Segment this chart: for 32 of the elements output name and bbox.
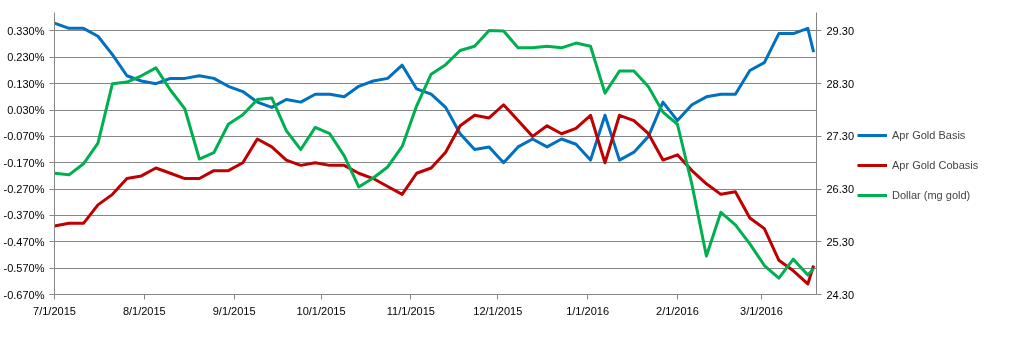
legend-label: Dollar (mg gold) (892, 189, 971, 201)
y-tick-label: -0.370% (3, 209, 45, 222)
x-tick-label: 1/1/2016 (566, 304, 610, 317)
y-tick-label: 0.330% (7, 24, 45, 37)
y2-tick-label: 27.30 (826, 130, 855, 143)
x-tick-label: 3/1/2016 (740, 304, 783, 317)
y2-tick-label: 24.30 (826, 288, 855, 301)
y2-tick-label: 25.30 (826, 235, 855, 248)
line-series (54, 103, 816, 286)
line-series (54, 28, 816, 280)
x-tick-label: 11/1/2015 (386, 304, 435, 317)
y-tick-label: 0.230% (7, 51, 45, 64)
line-series (54, 21, 816, 165)
y-tick-label: -0.270% (3, 183, 45, 196)
y2-tick-label: 26.30 (826, 183, 855, 196)
legend-label: Apr Gold Cobasis (892, 159, 979, 171)
y-tick-label: -0.670% (3, 288, 45, 301)
x-tick-label: 9/1/2015 (212, 304, 256, 317)
x-tick-label: 12/1/2015 (473, 304, 523, 317)
x-tick-label: 10/1/2015 (296, 304, 346, 317)
y2-tick-label: 29.30 (826, 24, 855, 37)
legend-label: Apr Gold Basis (892, 129, 966, 141)
y-tick-label: -0.070% (3, 130, 45, 143)
y2-tick-label: 28.30 (826, 77, 855, 90)
y-tick-label: -0.470% (3, 235, 45, 248)
x-tick-label: 2/1/2016 (656, 304, 699, 317)
x-tick-label: 7/1/2015 (33, 304, 76, 317)
y-tick-label: 0.030% (7, 104, 45, 117)
y-tick-label: -0.570% (3, 262, 45, 275)
x-tick-label: 8/1/2015 (122, 304, 166, 317)
y-tick-label: 0.130% (7, 77, 45, 90)
y-tick-label: -0.170% (3, 156, 45, 169)
